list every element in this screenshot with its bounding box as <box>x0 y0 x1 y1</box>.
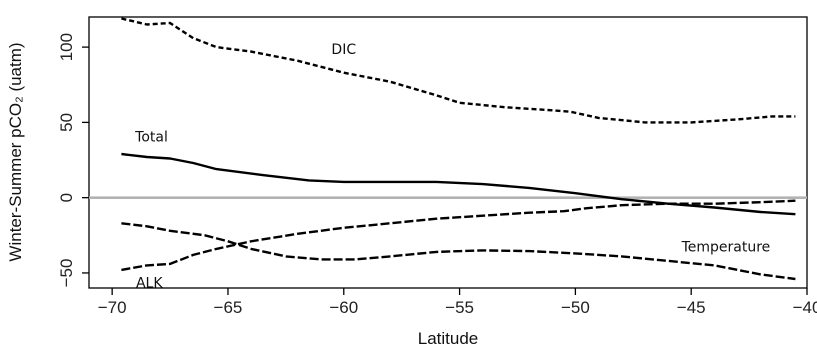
series-layer <box>121 17 796 281</box>
x-tick-label: −50 <box>561 298 590 317</box>
series-label-dic: DIC <box>331 42 356 58</box>
plot-frame <box>88 16 808 289</box>
series-line-dic <box>121 17 796 124</box>
x-tick-label: −60 <box>329 298 358 317</box>
x-axis-title: Latitude <box>418 329 479 348</box>
series-line-temperature <box>121 222 796 281</box>
y-tick-label: −50 <box>57 259 76 288</box>
x-tick-label: −40 <box>793 298 817 317</box>
series-label-total: Total <box>134 129 168 145</box>
series-label-alk: ALK <box>136 275 163 291</box>
series-label-temperature: Temperature <box>681 239 771 255</box>
y-tick-label: 50 <box>57 113 76 132</box>
x-tick-label: −55 <box>445 298 474 317</box>
series-label-layer: DIC Total Temperature ALK <box>134 42 770 291</box>
x-tick-label: −70 <box>98 298 127 317</box>
series-line-total <box>121 152 796 216</box>
x-axis: −70 −65 −60 −55 −50 −45 −40 <box>98 288 817 317</box>
y-tick-label: 0 <box>57 193 76 202</box>
series-line-alk <box>121 199 796 272</box>
y-axis: −50 0 50 100 <box>57 33 89 287</box>
x-tick-label: −65 <box>214 298 243 317</box>
y-axis-title: Winter-Summer pCO₂ (uatm) <box>6 42 25 261</box>
y-tick-label: 100 <box>57 33 76 61</box>
plot-area: DIC Total Temperature ALK <box>88 16 808 291</box>
x-tick-label: −45 <box>677 298 706 317</box>
